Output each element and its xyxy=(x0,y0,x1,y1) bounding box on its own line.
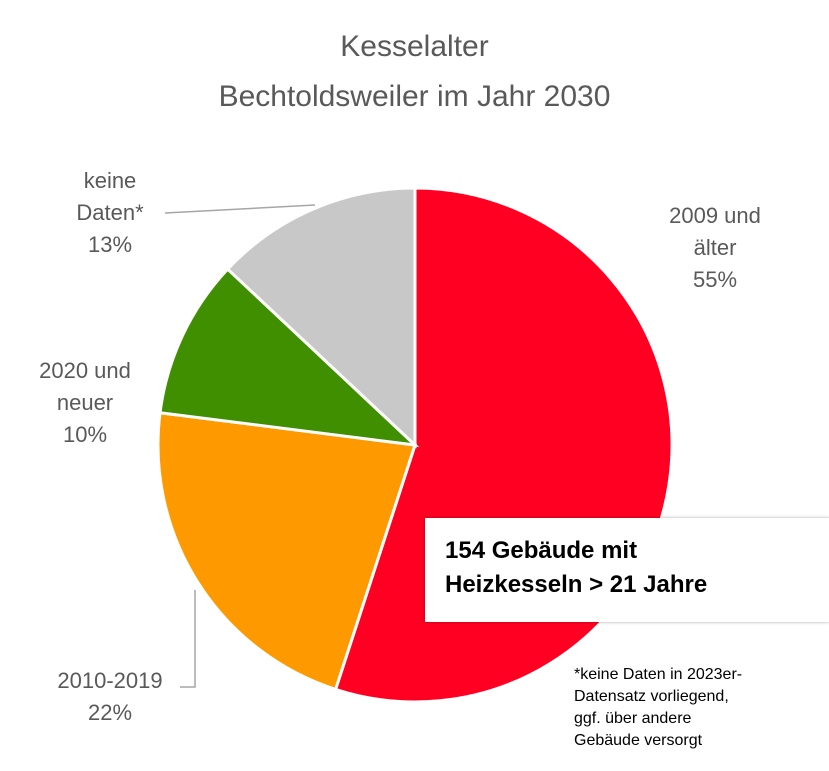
chart-title: Bechtoldsweiler im Jahr 2030 xyxy=(218,80,611,113)
footnote-line: ggf. über andere xyxy=(574,710,692,727)
pie-slice xyxy=(158,266,420,448)
annotation-line: Heizkesseln > 21 Jahre xyxy=(445,571,708,598)
value-label: 55% xyxy=(692,267,738,292)
slice-label: 2020 und neuer 10% xyxy=(25,355,145,451)
footnote-line: Datensatz vorliegend, xyxy=(574,688,729,705)
slice-label: keine Daten* 13% xyxy=(60,165,160,261)
leader-line xyxy=(180,590,196,688)
chart-title: Kesselalter xyxy=(340,30,489,63)
annotation-box: 154 Gebäude mit Heizkesseln > 21 Jahre xyxy=(425,518,829,622)
category-label: 2010-2019 xyxy=(57,668,163,693)
value-label: 10% xyxy=(62,422,108,447)
pie-slice xyxy=(225,186,417,449)
pie-slice xyxy=(156,411,417,692)
annotation-line: 154 Gebäude mit xyxy=(445,537,638,564)
slice-label: 2010-2019 22% xyxy=(40,665,180,729)
slice-label: 2009 und älter 55% xyxy=(655,200,775,296)
category-label: keine Daten* xyxy=(76,168,144,225)
footnote-line: *keine Daten in 2023er- xyxy=(574,666,743,683)
value-label: 13% xyxy=(87,232,133,257)
category-label: 2020 und neuer xyxy=(39,358,131,415)
category-label: 2009 und älter xyxy=(669,203,761,260)
footnote: *keine Daten in 2023er- Datensatz vorlie… xyxy=(574,664,742,752)
footnote-line: Gebäude versorgt xyxy=(574,732,703,749)
value-label: 22% xyxy=(87,700,133,725)
leader-line xyxy=(164,204,316,214)
